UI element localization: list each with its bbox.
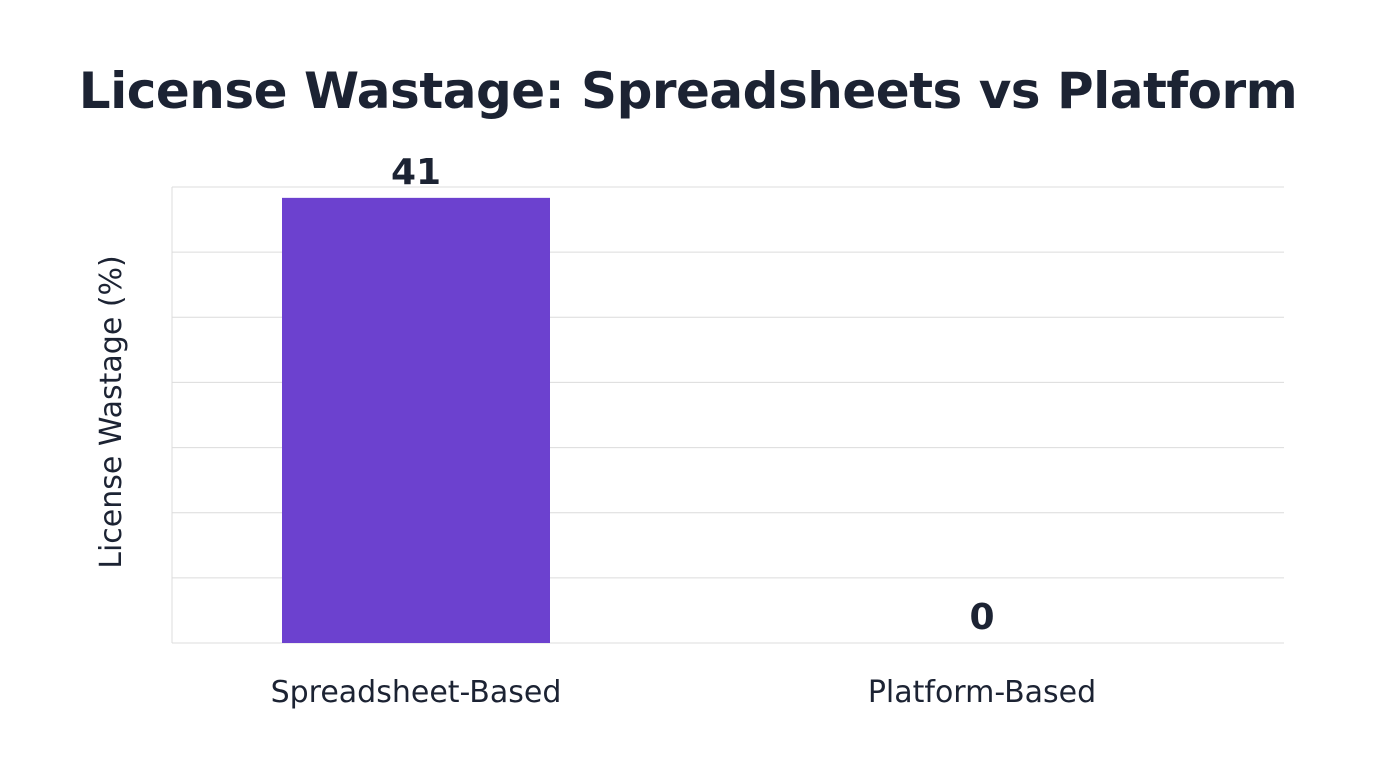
y-axis-title: License Wastage (%) (94, 255, 129, 569)
value-labels: 41 0 (391, 152, 995, 638)
bar-spreadsheet-based (282, 197, 550, 643)
category-label: Platform-Based (868, 675, 1096, 710)
value-label: 0 (969, 597, 994, 638)
category-label: Spreadsheet-Based (271, 675, 562, 710)
chart-title: License Wastage: Spreadsheets vs Platfor… (78, 62, 1298, 120)
category-labels: Spreadsheet-Based Platform-Based (271, 675, 1097, 710)
value-label: 41 (391, 152, 441, 193)
bars (282, 197, 550, 643)
